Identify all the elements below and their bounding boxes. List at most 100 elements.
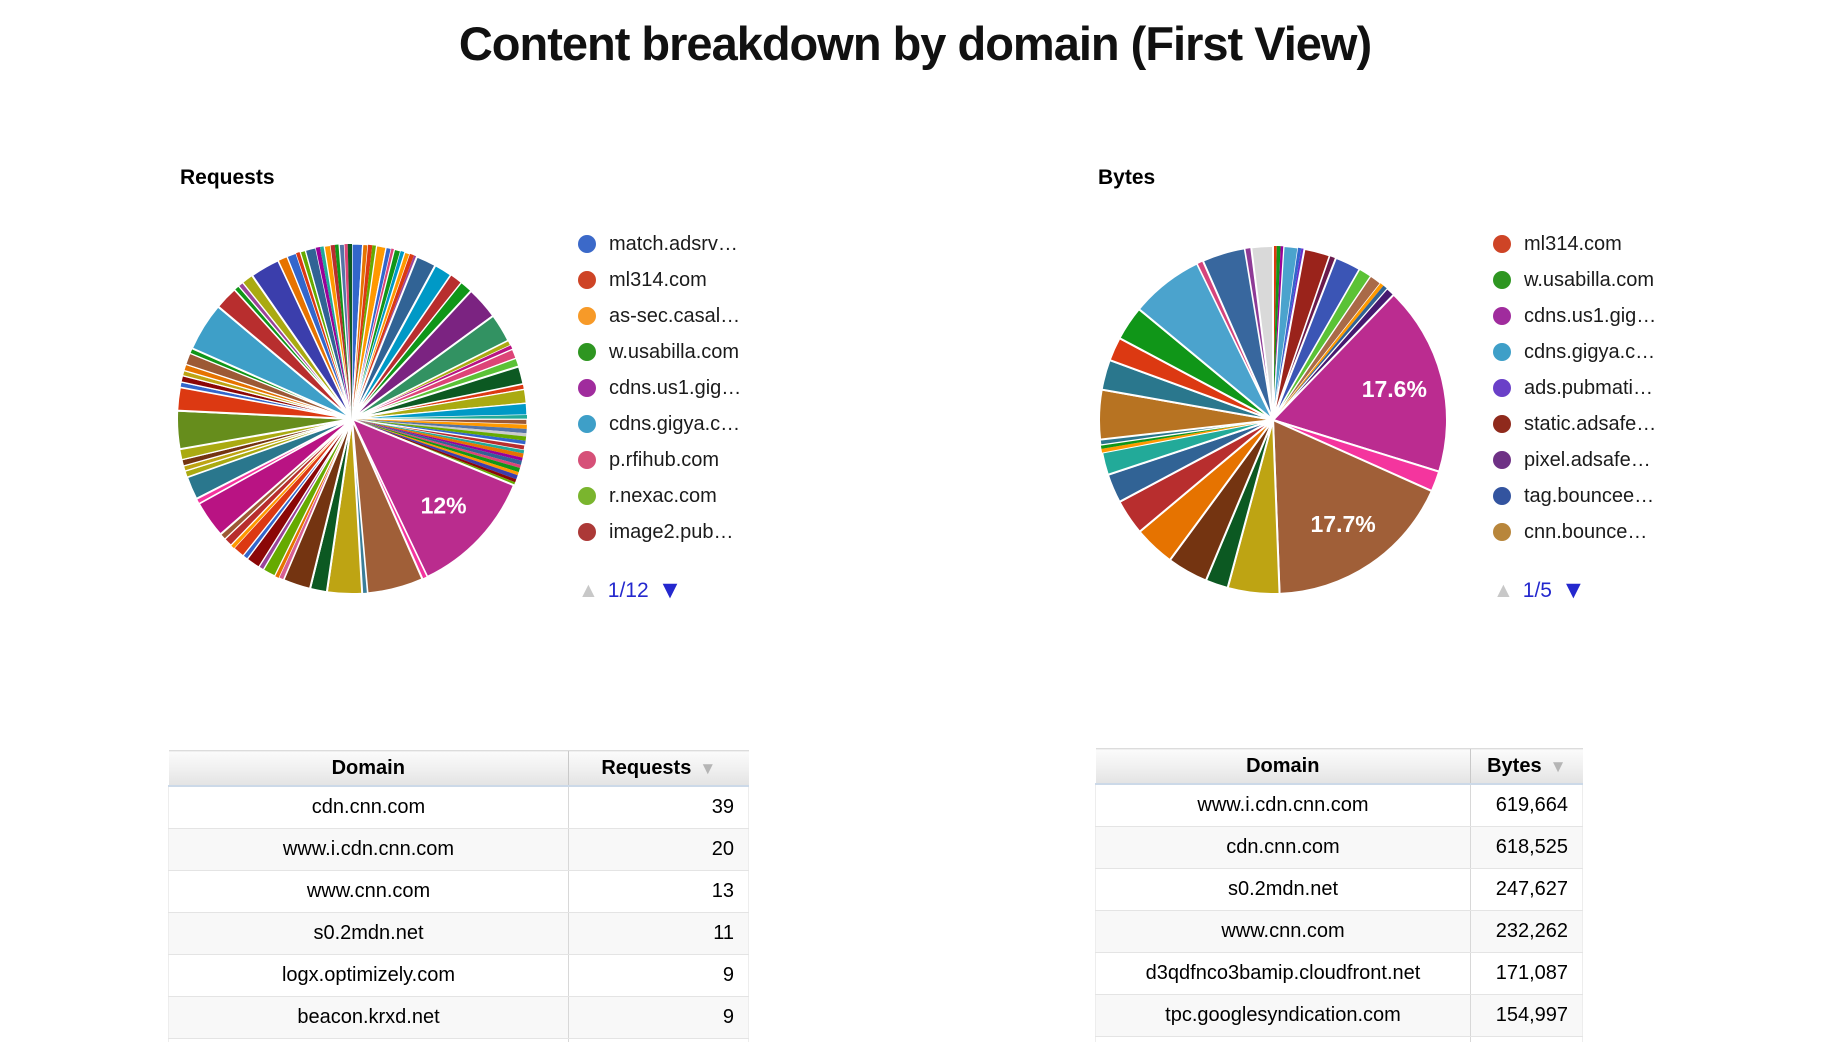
pie-slice[interactable] — [323, 244, 353, 420]
pie-slice[interactable] — [344, 244, 352, 419]
pie-slice[interactable] — [352, 419, 520, 473]
pie-slice[interactable] — [351, 246, 393, 420]
bytes-cell[interactable]: 154,997 — [1470, 994, 1583, 1037]
domain-cell[interactable]: logx.optimizely.com — [168, 954, 569, 997]
legend-item[interactable]: ml314.com — [578, 262, 788, 298]
legend-item[interactable]: p.rfihub.com — [578, 442, 788, 478]
bytes-cell[interactable]: 232,262 — [1470, 910, 1583, 953]
table-row[interactable]: s0.2mdn.net 11 — [168, 912, 749, 955]
domain-cell[interactable]: www.i.cdn.cnn.com — [168, 828, 569, 871]
bytes-cell[interactable]: 619,664 — [1470, 784, 1583, 827]
table-row[interactable]: www.cnn.com 13 — [168, 870, 749, 913]
column-header-domain[interactable]: Domain — [1095, 748, 1471, 785]
pie-slice[interactable] — [1100, 420, 1273, 449]
table-row[interactable]: d3qdfnco3bamip.cloudfront.net 171,087 — [1095, 952, 1583, 995]
pie-slice[interactable] — [1271, 418, 1434, 595]
requests-cell[interactable]: 9 — [568, 954, 749, 997]
pie-slice[interactable] — [349, 417, 516, 579]
pie-slice[interactable] — [351, 248, 402, 420]
domain-cell[interactable]: www.i.cdn.cnn.com — [1095, 784, 1471, 827]
table-row-partial[interactable] — [1095, 1036, 1583, 1042]
pie-slice[interactable] — [315, 246, 352, 419]
table-row[interactable]: tpc.googlesyndication.com 154,997 — [1095, 994, 1583, 1037]
pie-slice[interactable] — [1272, 245, 1299, 421]
legend-item[interactable]: tag.bouncee… — [1493, 478, 1703, 514]
legend-item[interactable]: image2.pub… — [578, 514, 788, 550]
pie-slice[interactable] — [352, 345, 513, 419]
pie-slice[interactable] — [286, 252, 353, 420]
pie-slice[interactable] — [352, 419, 527, 437]
pie-slice[interactable] — [1272, 275, 1382, 421]
pie-slice[interactable] — [352, 244, 373, 419]
pie-slice[interactable] — [351, 251, 411, 420]
pie-slice[interactable] — [330, 244, 352, 419]
legend-item[interactable]: w.usabilla.com — [578, 334, 788, 370]
requests-cell[interactable] — [568, 1038, 749, 1042]
domain-cell[interactable]: www.cnn.com — [1095, 910, 1471, 953]
pie-slice[interactable] — [334, 244, 352, 419]
domain-cell[interactable] — [168, 1038, 569, 1042]
pie-slice[interactable] — [351, 418, 526, 452]
pie-slice[interactable] — [304, 247, 353, 420]
domain-cell[interactable]: www.cnn.com — [168, 870, 569, 913]
domain-cell[interactable]: cdn.cnn.com — [1095, 826, 1471, 869]
column-header-bytes[interactable]: Bytes ▼ — [1470, 748, 1583, 785]
table-row[interactable]: cdn.cnn.com 39 — [168, 786, 749, 829]
pie-slice[interactable] — [277, 418, 353, 581]
domain-cell[interactable]: tpc.googlesyndication.com — [1095, 994, 1471, 1037]
table-row-partial[interactable] — [168, 1038, 749, 1042]
pie-slice[interactable] — [296, 251, 352, 419]
pie-slice[interactable] — [233, 418, 353, 557]
domain-cell[interactable] — [1095, 1036, 1471, 1042]
domain-cell[interactable]: beacon.krxd.net — [168, 996, 569, 1039]
pie-slice[interactable] — [1273, 283, 1384, 420]
legend-item[interactable]: cdns.us1.gig… — [578, 370, 788, 406]
legend-item[interactable]: ml314.com — [1493, 226, 1703, 262]
bytes-cell[interactable]: 618,525 — [1470, 826, 1583, 869]
table-row[interactable]: www.i.cdn.cnn.com 619,664 — [1095, 784, 1583, 827]
pie-slice[interactable] — [1101, 420, 1273, 453]
pie-slice[interactable] — [1100, 419, 1274, 477]
table-row[interactable]: logx.optimizely.com 9 — [168, 954, 749, 997]
legend-item[interactable]: cdns.gigya.c… — [1493, 334, 1703, 370]
pie-slice[interactable] — [1250, 244, 1274, 421]
pie-slice[interactable] — [352, 419, 525, 454]
pie-slice[interactable] — [352, 419, 527, 434]
legend-item[interactable]: ads.pubmati… — [1493, 370, 1703, 406]
pie-slice[interactable] — [1271, 293, 1449, 473]
pie-slice[interactable] — [338, 243, 353, 420]
legend-item[interactable]: cdns.us1.gig… — [1493, 298, 1703, 334]
pie-slice[interactable] — [351, 418, 528, 426]
requests-cell[interactable]: 9 — [568, 996, 749, 1039]
pie-slice[interactable] — [352, 419, 523, 461]
legend-item[interactable]: match.adsrv… — [578, 226, 788, 262]
pie-slice[interactable] — [1273, 246, 1281, 420]
legend-item[interactable]: w.usabilla.com — [1493, 262, 1703, 298]
pie-slice[interactable] — [351, 402, 528, 420]
legend-item[interactable]: cnn.bounce… — [1493, 514, 1703, 550]
pie-slice[interactable] — [352, 419, 518, 480]
domain-cell[interactable]: s0.2mdn.net — [1095, 868, 1471, 911]
bytes-cell[interactable]: 171,087 — [1470, 952, 1583, 995]
pie-slice[interactable] — [347, 243, 352, 419]
pie-slice[interactable] — [352, 414, 527, 420]
legend-item[interactable]: as-sec.casal… — [578, 298, 788, 334]
table-row[interactable]: s0.2mdn.net 247,627 — [1095, 868, 1583, 911]
pie-slice[interactable] — [352, 419, 522, 465]
table-row[interactable]: beacon.krxd.net 9 — [168, 996, 749, 1039]
legend-item[interactable]: r.nexac.com — [578, 478, 788, 514]
table-row[interactable]: cdn.cnn.com 618,525 — [1095, 826, 1583, 869]
requests-cell[interactable]: 11 — [568, 912, 749, 955]
pie-slice[interactable] — [352, 419, 519, 476]
pager-down-icon[interactable]: ▼ — [657, 576, 683, 604]
legend-item[interactable]: pixel.adsafe… — [1493, 442, 1703, 478]
column-header-requests[interactable]: Requests ▼ — [568, 750, 749, 787]
pie-slice[interactable] — [351, 243, 369, 420]
column-header-domain[interactable]: Domain — [168, 750, 569, 787]
pie-slice[interactable] — [352, 419, 527, 429]
pie-slice[interactable] — [352, 419, 521, 469]
requests-cell[interactable]: 20 — [568, 828, 749, 871]
table-row[interactable]: www.cnn.com 232,262 — [1095, 910, 1583, 953]
table-row[interactable]: www.i.cdn.cnn.com 20 — [168, 828, 749, 871]
bytes-cell[interactable] — [1470, 1036, 1583, 1042]
